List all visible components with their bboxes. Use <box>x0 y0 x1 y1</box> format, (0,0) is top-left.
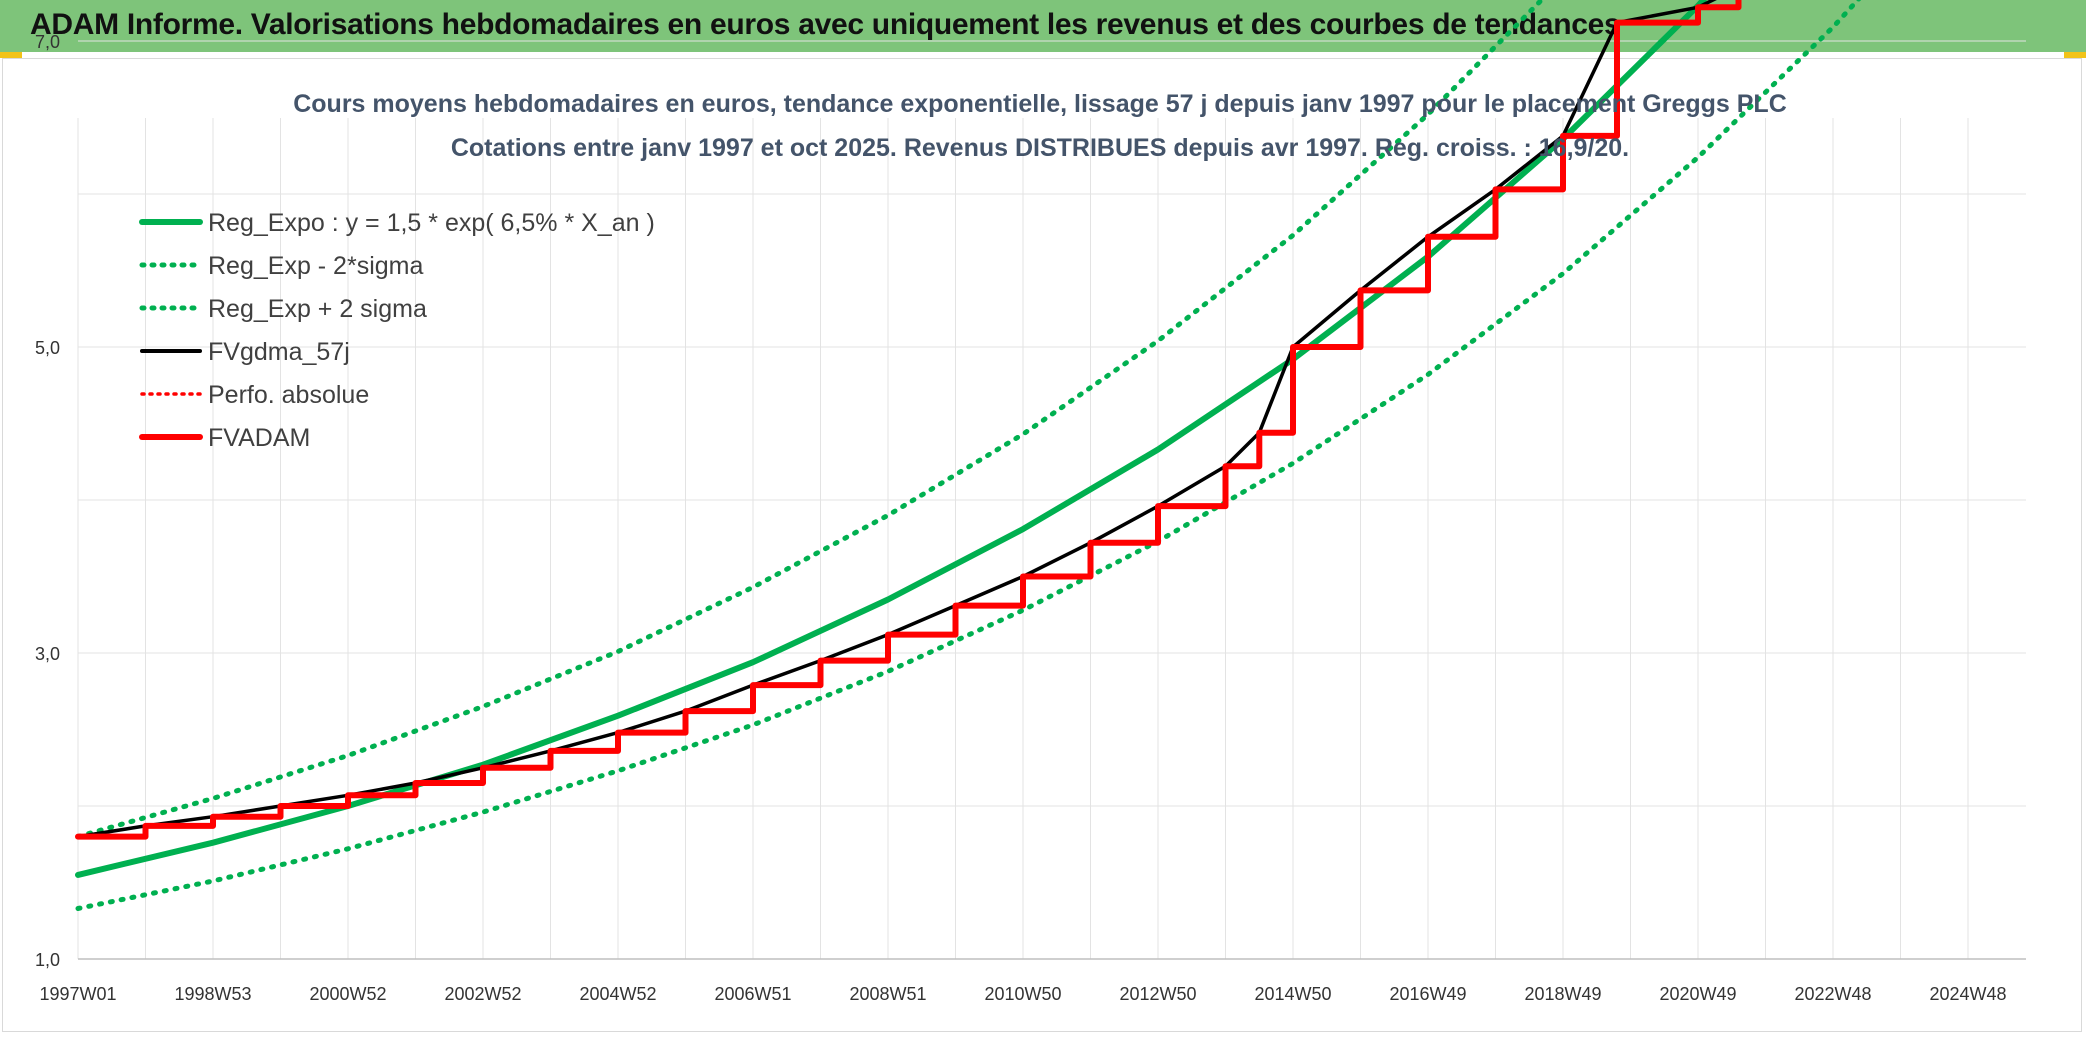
chart-title-line-1: Cours moyens hebdomadaires en euros, ten… <box>293 90 1787 118</box>
chart-title-line-2: Cotations entre janv 1997 et oct 2025. R… <box>451 134 1629 162</box>
legend-label: FVgdma_57j <box>208 338 350 366</box>
series-fvgdma-57j-line <box>76 0 1717 839</box>
x-tick-label: 2016W49 <box>1389 984 1466 1004</box>
legend: Reg_Expo : y = 1,5 * exp( 6,5% * X_an ) R… <box>139 209 655 452</box>
x-tick-label: 2006W51 <box>714 984 791 1004</box>
legend-label: Reg_Exp - 2*sigma <box>208 252 423 280</box>
y-tick-label: 1,0 <box>35 950 60 970</box>
x-tick-label: 2000W52 <box>309 984 386 1004</box>
axis-labels: 1,03,05,07,09,011,01997W011998W532000W52… <box>35 32 2007 1004</box>
x-tick-label: 2010W50 <box>984 984 1061 1004</box>
y-tick-label: 7,0 <box>35 32 60 52</box>
y-tick-label: 5,0 <box>35 338 60 358</box>
corner-accent-right <box>2064 52 2086 58</box>
x-tick-label: 2002W52 <box>444 984 521 1004</box>
x-tick-label: 2012W50 <box>1119 984 1196 1004</box>
series-fvadam-line <box>75 0 1742 840</box>
corner-accent-left <box>0 52 22 58</box>
legend-label: Perfo. absolue <box>208 381 369 409</box>
x-tick-label: 2008W51 <box>849 984 926 1004</box>
legend-label: Reg_Expo : y = 1,5 * exp( 6,5% * X_an ) <box>208 209 655 237</box>
legend-label: Reg_Exp + 2 sigma <box>208 295 427 323</box>
page-title: ADAM Informe. Valorisations hebdomadaire… <box>30 8 1621 41</box>
series-reg-expo-line <box>75 0 1708 878</box>
x-tick-label: 1997W01 <box>39 984 116 1004</box>
legend-label: FVADAM <box>208 424 310 452</box>
x-tick-label: 2020W49 <box>1659 984 1736 1004</box>
series-layer <box>75 0 1862 911</box>
x-tick-label: 2014W50 <box>1254 984 1331 1004</box>
x-tick-label: 2004W52 <box>579 984 656 1004</box>
x-tick-label: 1998W53 <box>174 984 251 1004</box>
x-tick-label: 2018W49 <box>1524 984 1601 1004</box>
x-tick-label: 2022W48 <box>1794 984 1871 1004</box>
series-reg-exp-plus-2sigma-line <box>75 0 1545 840</box>
chart-frame <box>2 58 2082 1032</box>
y-tick-label: 3,0 <box>35 644 60 664</box>
x-tick-label: 2024W48 <box>1929 984 2006 1004</box>
